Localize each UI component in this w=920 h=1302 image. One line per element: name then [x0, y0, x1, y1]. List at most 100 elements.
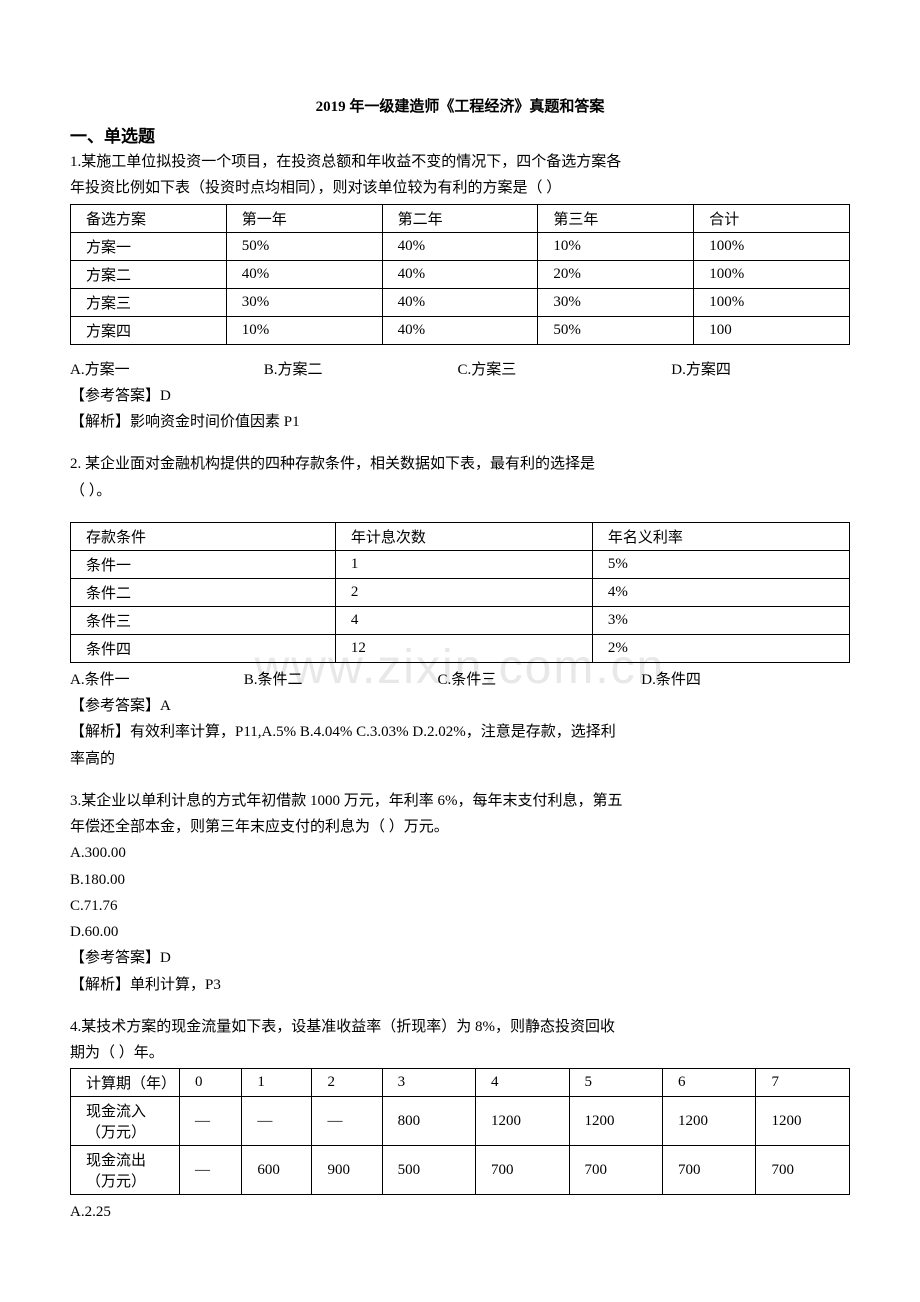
table-cell: 条件三 — [71, 606, 336, 634]
table-cell: 条件二 — [71, 578, 336, 606]
q1-stem-line2: 年投资比例如下表（投资时点均相同），则对该单位较为有利的方案是（ ） — [70, 175, 850, 201]
table-cell: 20% — [538, 260, 694, 288]
table-cell: 1200 — [476, 1097, 569, 1146]
table-cell: 1 — [335, 550, 592, 578]
table-cell: 4% — [592, 578, 849, 606]
q2-stem-line1: 2. 某企业面对金融机构提供的四种存款条件，相关数据如下表，最有利的选择是 — [70, 451, 850, 477]
table-cell: 40% — [382, 316, 538, 344]
q3-opt-a: A.300.00 — [70, 840, 850, 866]
table-cell: 900 — [312, 1146, 382, 1195]
q2-opt-b: B.条件二 — [244, 667, 434, 693]
table-cell: 方案四 — [71, 316, 227, 344]
q2-opt-d: D.条件四 — [641, 672, 701, 688]
table-cell: 3 — [382, 1069, 475, 1097]
table-cell: 1200 — [662, 1097, 755, 1146]
table-cell: 40% — [226, 260, 382, 288]
table-cell: 100% — [694, 288, 850, 316]
q2-stem-line2: （ ）。 — [70, 478, 850, 504]
table-cell: 第一年 — [226, 204, 382, 232]
doc-title: 2019 年一级建造师《工程经济》真题和答案 — [70, 95, 850, 116]
table-cell: 5 — [569, 1069, 662, 1097]
section-heading: 一、单选题 — [70, 122, 850, 147]
table-cell: 3% — [592, 606, 849, 634]
table-cell: 800 — [382, 1097, 475, 1146]
q1-opt-a: A.方案一 — [70, 357, 260, 383]
table-cell: 年计息次数 — [335, 522, 592, 550]
table-cell: 现金流出（万元） — [71, 1146, 180, 1195]
table-cell: 方案三 — [71, 288, 227, 316]
table-cell: 30% — [226, 288, 382, 316]
table-cell: 40% — [382, 232, 538, 260]
table-cell: 4 — [335, 606, 592, 634]
table-cell: 10% — [538, 232, 694, 260]
table-cell: 条件一 — [71, 550, 336, 578]
table-cell: — — [180, 1146, 242, 1195]
table-cell: 4 — [476, 1069, 569, 1097]
table-cell: 1200 — [569, 1097, 662, 1146]
table-cell: 2% — [592, 634, 849, 662]
q2-explain-line1: 【解析】有效利率计算，P11,A.5% B.4.04% C.3.03% D.2.… — [70, 719, 850, 745]
q3-stem-line2: 年偿还全部本金，则第三年末应支付的利息为（ ）万元。 — [70, 814, 850, 840]
table-cell: 方案二 — [71, 260, 227, 288]
table-cell: 5% — [592, 550, 849, 578]
q2-explain-line2: 率高的 — [70, 746, 850, 772]
table-cell: — — [242, 1097, 312, 1146]
table-cell: 50% — [226, 232, 382, 260]
q4-stem-line2: 期为（ ）年。 — [70, 1040, 850, 1066]
table-cell: 700 — [569, 1146, 662, 1195]
table-cell: 年名义利率 — [592, 522, 849, 550]
q4-opt-a: A.2.25 — [70, 1199, 850, 1225]
q4-table: 计算期（年）01234567现金流入（万元）———800120012001200… — [70, 1068, 850, 1195]
table-cell: 条件四 — [71, 634, 336, 662]
q1-opt-d: D.方案四 — [671, 357, 731, 383]
table-cell: 40% — [382, 288, 538, 316]
q2-options: A.条件一 B.条件二 C.条件三 D.条件四 — [70, 667, 850, 693]
table-cell: 备选方案 — [71, 204, 227, 232]
table-cell: 计算期（年） — [71, 1069, 180, 1097]
table-cell: 100 — [694, 316, 850, 344]
q3-answer: 【参考答案】D — [70, 945, 850, 971]
table-cell: 100% — [694, 232, 850, 260]
table-cell: 700 — [756, 1146, 850, 1195]
table-cell: 方案一 — [71, 232, 227, 260]
table-cell: 12 — [335, 634, 592, 662]
table-cell: — — [312, 1097, 382, 1146]
table-cell: 第二年 — [382, 204, 538, 232]
table-cell: 现金流入（万元） — [71, 1097, 180, 1146]
table-cell: 50% — [538, 316, 694, 344]
table-cell: 100% — [694, 260, 850, 288]
q1-options: A.方案一 B.方案二 C.方案三 D.方案四 — [70, 357, 850, 383]
table-cell: 第三年 — [538, 204, 694, 232]
table-cell: 10% — [226, 316, 382, 344]
q3-opt-c: C.71.76 — [70, 893, 850, 919]
q1-answer: 【参考答案】D — [70, 383, 850, 409]
table-cell: 30% — [538, 288, 694, 316]
q2-opt-a: A.条件一 — [70, 667, 240, 693]
q1-stem-line1: 1.某施工单位拟投资一个项目，在投资总额和年收益不变的情况下，四个备选方案各 — [70, 149, 850, 175]
table-cell: 0 — [180, 1069, 242, 1097]
q3-opt-b: B.180.00 — [70, 867, 850, 893]
table-cell: 700 — [476, 1146, 569, 1195]
table-cell: 500 — [382, 1146, 475, 1195]
table-cell: 40% — [382, 260, 538, 288]
q4-stem-line1: 4.某技术方案的现金流量如下表，设基准收益率（折现率）为 8%，则静态投资回收 — [70, 1014, 850, 1040]
q2-opt-c: C.条件三 — [438, 667, 638, 693]
q3-stem-line1: 3.某企业以单利计息的方式年初借款 1000 万元，年利率 6%，每年末支付利息… — [70, 788, 850, 814]
q3-opt-d: D.60.00 — [70, 919, 850, 945]
q2-answer: 【参考答案】A — [70, 693, 850, 719]
q1-table: 备选方案第一年第二年第三年合计方案一50%40%10%100%方案二40%40%… — [70, 204, 850, 345]
table-cell: 2 — [335, 578, 592, 606]
table-cell: 1200 — [756, 1097, 850, 1146]
table-cell: — — [180, 1097, 242, 1146]
q1-opt-b: B.方案二 — [264, 357, 454, 383]
table-cell: 1 — [242, 1069, 312, 1097]
table-cell: 7 — [756, 1069, 850, 1097]
table-cell: 700 — [662, 1146, 755, 1195]
table-cell: 存款条件 — [71, 522, 336, 550]
q3-explain: 【解析】单利计算，P3 — [70, 972, 850, 998]
table-cell: 合计 — [694, 204, 850, 232]
table-cell: 6 — [662, 1069, 755, 1097]
table-cell: 2 — [312, 1069, 382, 1097]
q1-explain: 【解析】影响资金时间价值因素 P1 — [70, 409, 850, 435]
q2-table: 存款条件年计息次数年名义利率条件一15% 条件二24% 条件三43% 条件四122% — [70, 522, 850, 663]
